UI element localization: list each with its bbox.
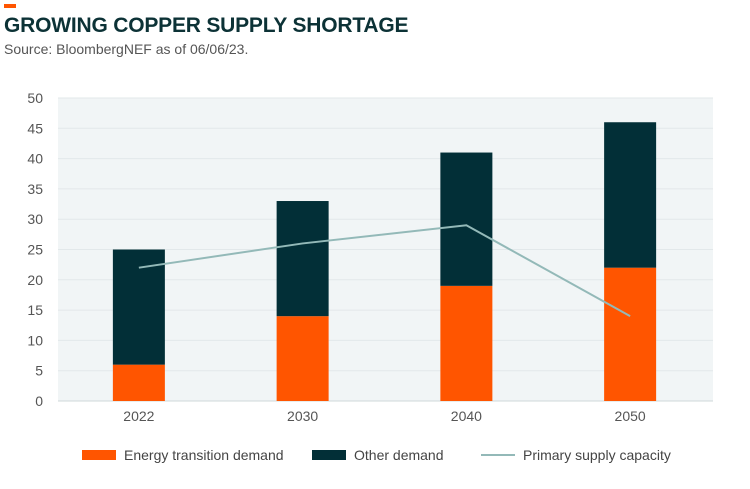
- y-tick-label: 25: [27, 242, 43, 258]
- y-tick-label: 45: [27, 120, 43, 136]
- bar-other-demand: [604, 122, 657, 268]
- bar-energy-transition-demand: [440, 285, 493, 401]
- legend-energy: Energy transition demand: [82, 447, 284, 463]
- bar-other-demand: [440, 152, 493, 286]
- legend-supply: Primary supply capacity: [481, 447, 671, 463]
- x-tick-label: 2040: [451, 408, 482, 424]
- x-tick-label: 2050: [615, 408, 646, 424]
- y-tick-label: 50: [27, 90, 43, 106]
- y-tick-label: 20: [27, 272, 43, 288]
- x-tick-label: 2030: [287, 408, 318, 424]
- x-tick-label: 2022: [123, 408, 154, 424]
- y-tick-label: 15: [27, 302, 43, 318]
- y-tick-label: 0: [35, 393, 43, 409]
- bar-energy-transition-demand: [604, 267, 657, 401]
- accent-bar: [4, 4, 16, 8]
- bar-other-demand: [112, 249, 165, 365]
- y-tick-label: 40: [27, 151, 43, 167]
- bar-energy-transition-demand: [112, 364, 165, 401]
- legend-swatch: [312, 450, 346, 460]
- chart-title: GROWING COPPER SUPPLY SHORTAGE: [4, 14, 409, 37]
- y-tick-label: 30: [27, 211, 43, 227]
- legend-other: Other demand: [312, 447, 444, 463]
- bar-other-demand: [276, 201, 329, 317]
- legend-swatch: [481, 454, 515, 456]
- legend-label: Energy transition demand: [124, 447, 284, 463]
- y-tick-label: 10: [27, 332, 43, 348]
- chart: 0 5 10 15 20 25 30 35 40 45 50 2022 2030 2040 2050: [27, 90, 713, 424]
- chart-subtitle: Source: BloombergNEF as of 06/06/23.: [4, 41, 249, 57]
- y-tick-label: 35: [27, 181, 43, 197]
- legend-swatch: [82, 450, 116, 460]
- legend-label: Primary supply capacity: [523, 447, 671, 463]
- y-tick-label: 5: [35, 363, 43, 379]
- line-primary-supply-capacity: [138, 224, 631, 318]
- bar-energy-transition-demand: [276, 316, 329, 401]
- legend-label: Other demand: [354, 447, 444, 463]
